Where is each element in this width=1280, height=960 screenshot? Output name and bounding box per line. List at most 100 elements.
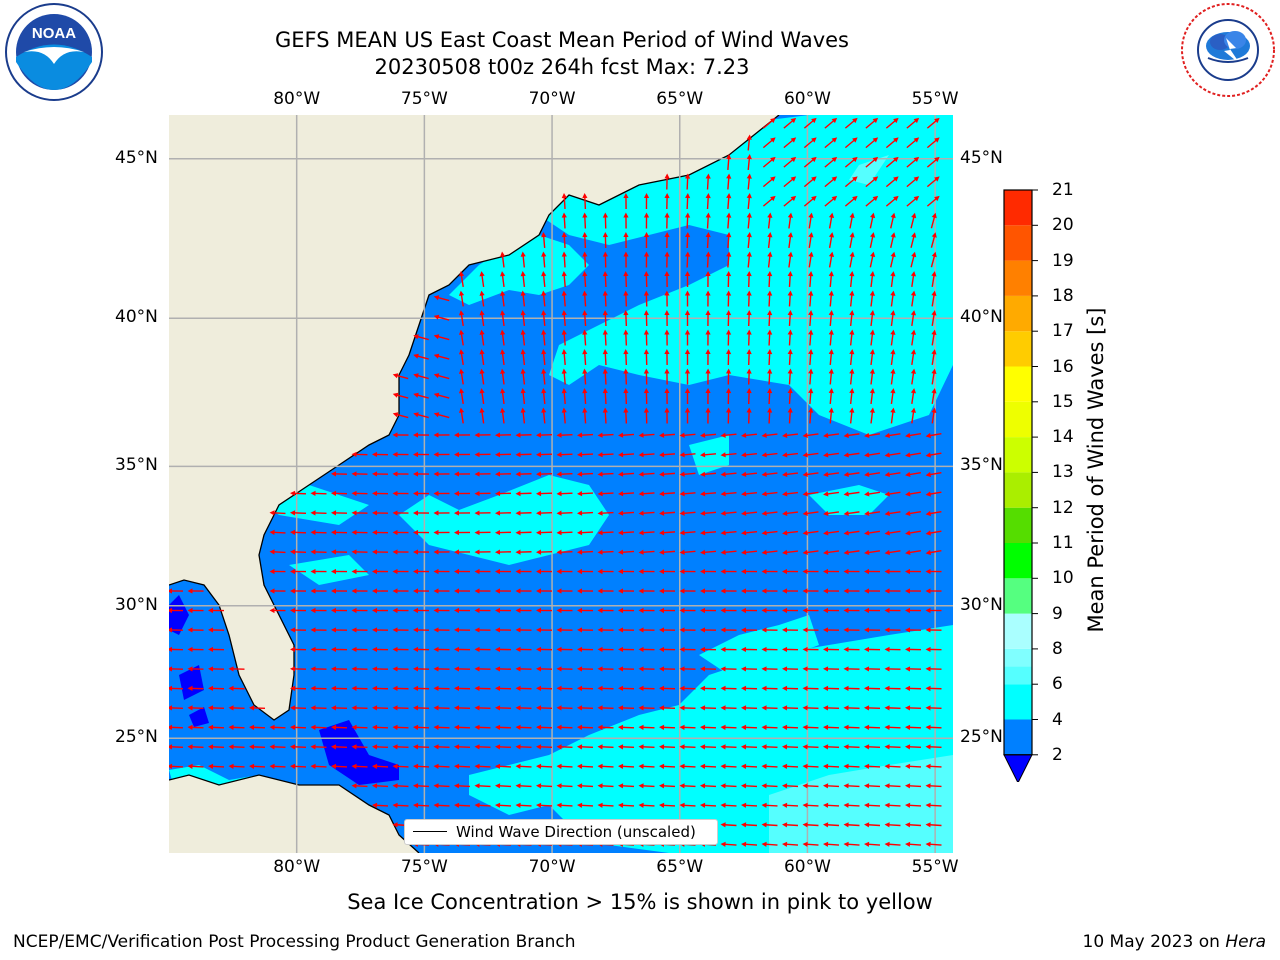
wind-direction-arrow — [169, 763, 184, 769]
wind-direction-arrow — [249, 744, 266, 750]
wind-direction-arrow — [741, 549, 758, 555]
wind-direction-arrow — [208, 666, 225, 672]
wind-direction-arrow — [577, 549, 594, 555]
wind-direction-arrow — [372, 783, 389, 789]
wind-direction-arrow — [864, 841, 881, 847]
wind-direction-arrow — [310, 646, 327, 653]
wind-direction-arrow — [331, 529, 348, 536]
wind-direction-arrow — [700, 432, 717, 438]
wind-direction-arrow — [454, 432, 471, 438]
wind-direction-arrow — [536, 802, 553, 808]
wind-direction-arrow — [808, 232, 814, 249]
wind-direction-arrow — [577, 607, 594, 614]
wind-direction-arrow — [372, 549, 389, 555]
wind-direction-arrow — [618, 530, 635, 536]
wind-direction-arrow — [577, 802, 594, 808]
map-legend: Wind Wave Direction (unscaled) — [404, 819, 718, 845]
wind-direction-arrow — [828, 290, 834, 307]
wind-direction-arrow — [269, 724, 286, 730]
wind-direction-arrow — [700, 588, 717, 594]
wind-direction-arrow — [290, 529, 307, 535]
wind-direction-arrow — [761, 783, 778, 789]
wind-direction-arrow — [700, 452, 717, 458]
wind-direction-arrow — [433, 802, 450, 808]
wind-direction-arrow — [536, 763, 553, 769]
wind-direction-arrow — [869, 310, 875, 327]
wind-direction-arrow — [392, 471, 409, 477]
wind-direction-arrow — [885, 195, 899, 207]
graticule — [169, 115, 953, 853]
wind-direction-arrow — [479, 329, 485, 346]
wind-direction-arrow — [802, 705, 819, 711]
wind-direction-arrow — [290, 646, 307, 653]
wind-direction-arrow — [925, 744, 942, 750]
wind-direction-arrow — [865, 156, 879, 168]
wind-direction-arrow — [556, 724, 573, 730]
wind-direction-arrow — [618, 666, 635, 672]
wind-direction-arrow — [561, 232, 567, 249]
wind-direction-arrow — [556, 510, 573, 516]
wind-direction-arrow — [515, 432, 532, 438]
wind-direction-arrow — [828, 368, 834, 385]
wind-direction-arrow — [685, 193, 691, 210]
wind-direction-arrow — [520, 310, 526, 327]
wind-direction-arrow — [700, 705, 717, 711]
wind-direction-arrow — [679, 783, 696, 789]
wind-direction-arrow — [474, 588, 491, 594]
wind-direction-arrow — [618, 452, 635, 458]
wind-direction-arrow — [372, 802, 389, 808]
wind-wave-direction-arrows — [169, 117, 942, 847]
wind-direction-arrow — [228, 744, 245, 750]
wind-direction-arrow — [659, 705, 676, 711]
wind-direction-arrow — [808, 251, 814, 268]
wind-direction-arrow — [413, 392, 429, 399]
wind-direction-arrow — [782, 471, 799, 477]
colorbar-tick-label: 20 — [1052, 215, 1074, 236]
wind-direction-arrow — [925, 627, 942, 633]
wind-direction-arrow — [597, 802, 614, 808]
wind-direction-arrow — [638, 491, 655, 497]
wind-direction-arrow — [520, 251, 526, 268]
wind-direction-arrow — [454, 783, 471, 789]
wind-direction-arrow — [905, 627, 922, 633]
wind-direction-arrow — [761, 510, 778, 516]
wind-direction-arrow — [843, 530, 860, 536]
wind-direction-arrow — [228, 666, 245, 672]
wind-direction-arrow — [787, 368, 793, 385]
wind-direction-arrow — [331, 646, 348, 653]
wind-direction-arrow — [495, 666, 512, 672]
wind-direction-arrow — [372, 510, 389, 516]
wind-direction-arrow — [454, 451, 471, 458]
wind-direction-arrow — [782, 783, 799, 789]
wind-direction-arrow — [679, 744, 696, 750]
wind-direction-arrow — [864, 822, 881, 828]
wind-direction-arrow — [392, 373, 409, 380]
wind-direction-arrow — [884, 627, 901, 633]
wind-direction-arrow — [782, 549, 799, 555]
wind-direction-arrow — [705, 329, 711, 346]
wind-direction-arrow — [761, 432, 778, 438]
wind-direction-arrow — [187, 685, 204, 692]
wind-direction-arrow — [843, 549, 860, 555]
wind-direction-arrow — [643, 368, 650, 385]
wind-direction-arrow — [454, 744, 471, 750]
wind-direction-arrow — [310, 568, 327, 575]
wind-direction-arrow — [351, 588, 368, 594]
lat-label-right: 25°N — [960, 727, 1003, 748]
colorbar-level-18-19 — [1004, 260, 1032, 296]
wind-direction-arrow — [208, 646, 225, 653]
wind-direction-arrow — [823, 530, 840, 536]
wind-direction-arrow — [906, 156, 920, 168]
wind-direction-arrow — [884, 646, 901, 653]
wind-direction-arrow — [500, 251, 506, 268]
wind-direction-arrow — [884, 763, 901, 769]
wind-direction-arrow — [474, 666, 491, 672]
wind-direction-arrow — [746, 251, 752, 268]
wind-direction-arrow — [495, 705, 512, 711]
wind-direction-arrow — [454, 802, 471, 808]
wind-direction-arrow — [782, 530, 799, 536]
lat-label-right: 35°N — [960, 455, 1003, 476]
wind-direction-arrow — [577, 627, 594, 633]
wind-direction-arrow — [823, 705, 840, 711]
wind-direction-arrow — [664, 290, 670, 307]
